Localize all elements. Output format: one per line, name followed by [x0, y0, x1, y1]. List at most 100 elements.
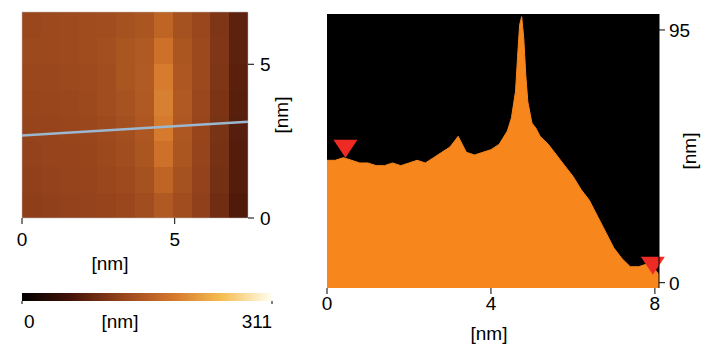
cell	[60, 141, 79, 167]
cell	[60, 167, 79, 193]
cell	[116, 12, 135, 38]
cell	[60, 38, 79, 64]
cell	[135, 12, 154, 38]
cell	[173, 141, 192, 167]
cell	[210, 115, 229, 141]
cell	[229, 89, 248, 115]
colorbar-tick	[22, 301, 23, 304]
colorbar-tick-label: 0	[24, 311, 35, 332]
cell	[97, 141, 116, 167]
cell	[154, 192, 173, 218]
cell	[60, 115, 79, 141]
cell	[79, 167, 98, 193]
cell	[60, 64, 79, 90]
cell	[229, 12, 248, 38]
colorbar-tick	[272, 301, 273, 304]
cell	[192, 12, 211, 38]
cell	[79, 115, 98, 141]
cell	[229, 167, 248, 193]
x-tick-label: 5	[169, 229, 180, 250]
cell	[79, 64, 98, 90]
cell	[79, 12, 98, 38]
cell	[22, 38, 41, 64]
y-tick	[248, 64, 254, 65]
cell	[210, 192, 229, 218]
cell	[135, 89, 154, 115]
cell	[192, 141, 211, 167]
cell	[41, 64, 60, 90]
cell	[22, 89, 41, 115]
profile-line	[22, 122, 248, 136]
y-axis-title: [nm]	[679, 133, 700, 170]
cell	[210, 12, 229, 38]
y-tick	[248, 218, 254, 219]
cell	[22, 192, 41, 218]
cursor-marker	[641, 257, 665, 275]
cell	[154, 89, 173, 115]
y-tick-label: 5	[260, 54, 271, 75]
y-tick	[659, 29, 665, 30]
cell	[41, 115, 60, 141]
cell	[60, 12, 79, 38]
cell	[97, 192, 116, 218]
y-tick	[659, 282, 665, 283]
cell	[210, 89, 229, 115]
cell	[41, 38, 60, 64]
cell	[79, 141, 98, 167]
x-tick-label: 4	[486, 293, 497, 314]
y-axis-line	[659, 14, 660, 288]
y-tick-label: 0	[260, 208, 271, 229]
cell	[135, 192, 154, 218]
cell	[192, 38, 211, 64]
colorbar-tick-label: 311	[242, 311, 272, 332]
figure: 05[nm]05[nm]0311[nm]048[nm]095[nm]	[0, 0, 707, 358]
x-tick	[22, 218, 23, 224]
cell	[229, 38, 248, 64]
cell	[173, 64, 192, 90]
cell	[192, 192, 211, 218]
y-tick-label: 0	[669, 273, 680, 294]
cell	[210, 64, 229, 90]
y-tick-label: 95	[669, 20, 690, 41]
cell	[116, 167, 135, 193]
cell	[192, 167, 211, 193]
profile-area	[327, 17, 659, 288]
cell	[22, 141, 41, 167]
cell	[97, 167, 116, 193]
cell	[173, 167, 192, 193]
cell	[60, 89, 79, 115]
cell	[192, 115, 211, 141]
cell	[22, 12, 41, 38]
colorbar	[22, 293, 272, 301]
cell	[154, 12, 173, 38]
cell	[79, 89, 98, 115]
cell	[116, 192, 135, 218]
cell	[97, 64, 116, 90]
cell	[154, 64, 173, 90]
cell	[154, 141, 173, 167]
cell	[79, 38, 98, 64]
cell	[116, 141, 135, 167]
cell	[116, 38, 135, 64]
colorbar-title: [nm]	[102, 311, 139, 332]
cell	[173, 12, 192, 38]
x-tick-label: 8	[650, 293, 661, 314]
profile-group	[327, 17, 659, 288]
cell	[116, 89, 135, 115]
cell	[173, 89, 192, 115]
x-tick	[174, 218, 175, 224]
cell	[173, 192, 192, 218]
cell	[22, 167, 41, 193]
cursor-marker	[333, 140, 357, 158]
cell	[97, 89, 116, 115]
cell	[154, 167, 173, 193]
plot-background	[327, 14, 659, 288]
cell	[41, 192, 60, 218]
cell	[97, 12, 116, 38]
cell	[210, 141, 229, 167]
x-tick-label: 0	[322, 293, 333, 314]
cell	[210, 38, 229, 64]
cell	[60, 192, 79, 218]
x-tick-label: 0	[17, 229, 28, 250]
cell	[210, 167, 229, 193]
